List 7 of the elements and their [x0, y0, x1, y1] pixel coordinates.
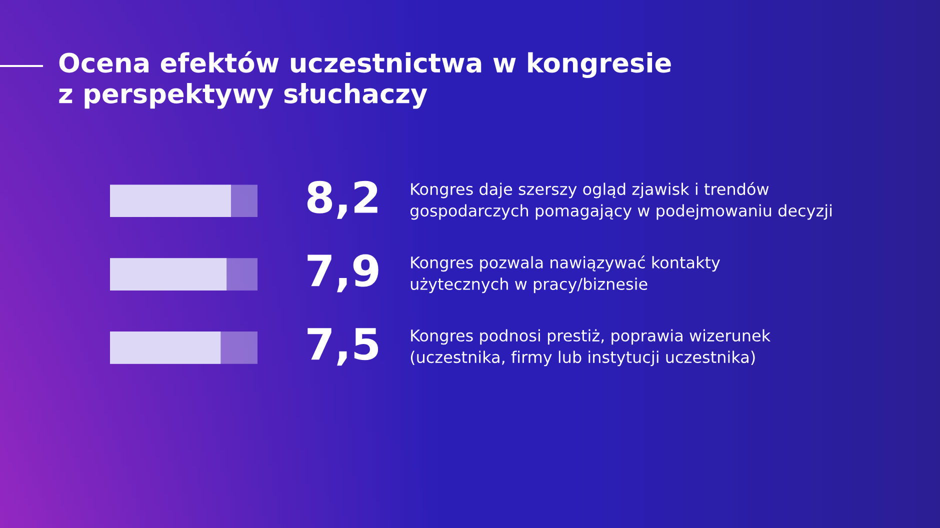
data-label: 7,9	[308, 254, 378, 292]
data-label: 8,2	[307, 180, 378, 219]
data-label: 7,5	[308, 328, 378, 366]
y-tick-label: Kongres daje szerszy ogląd zjawisk i trendów gospodarczych pomagający w podejmowaniu decyzji	[410, 182, 832, 220]
y-tick-label: Kongres pozwala nawiązywać kontakty użytecznych w pracy/biznesie	[410, 255, 720, 294]
y-tick-label: Kongres podnosi prestiż, poprawia wizerunek (uczestnika, firmy lub instytucji uczestnika)	[410, 329, 771, 366]
text: Ocena efektów uczestnictwa w kongresie z perspektywy słuchaczy	[59, 51, 671, 109]
